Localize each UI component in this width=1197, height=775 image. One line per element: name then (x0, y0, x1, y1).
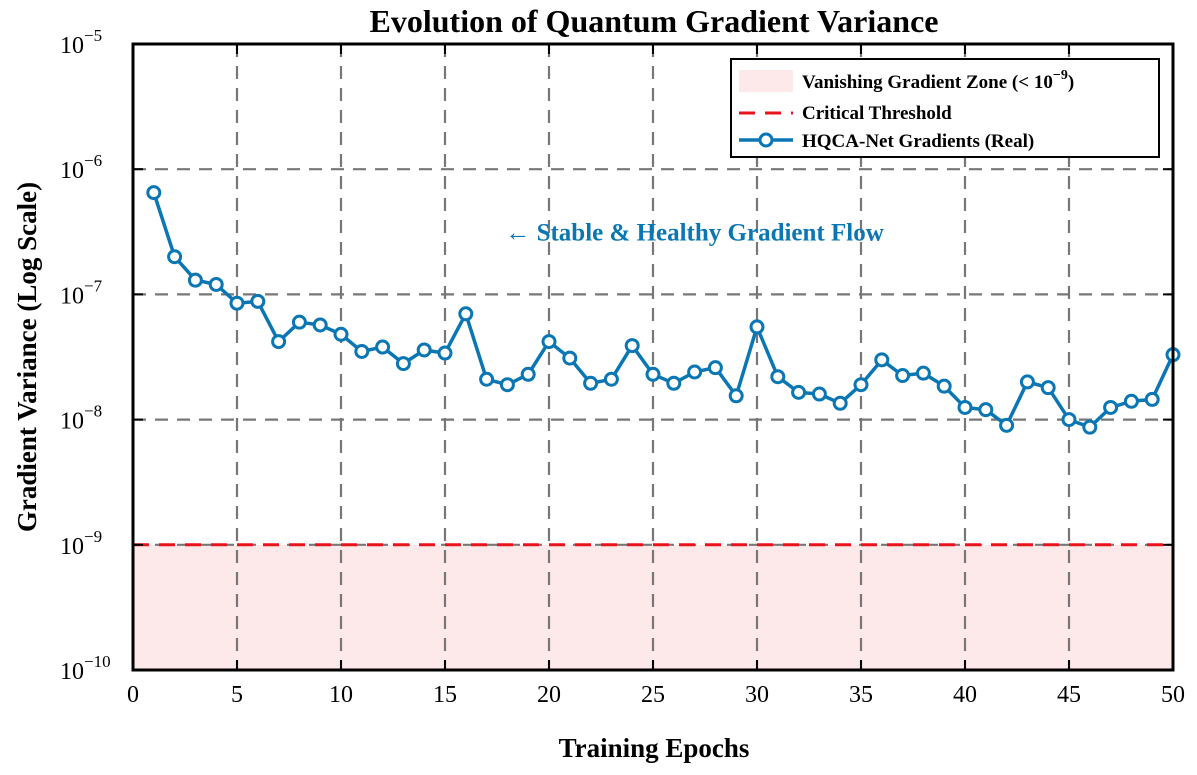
y-tick-label-5: 10−5 (60, 26, 102, 59)
data-point-18 (499, 377, 515, 393)
data-point-17 (479, 371, 495, 387)
data-point-9 (312, 317, 328, 333)
legend-threshold-label: Critical Threshold (802, 103, 952, 124)
data-point-15 (437, 345, 453, 361)
data-point-10 (333, 326, 349, 342)
data-point-1 (146, 185, 162, 201)
data-point-25 (645, 366, 661, 382)
data-point-42 (999, 417, 1015, 433)
data-point-14 (416, 342, 432, 358)
x-tick-label-25: 25 (641, 682, 665, 708)
legend-series-marker (758, 132, 774, 148)
data-point-47 (1103, 399, 1119, 415)
y-tick-label-4: 10−6 (60, 151, 102, 184)
x-tick-label-40: 40 (953, 682, 977, 708)
data-point-4 (208, 276, 224, 292)
data-point-43 (1019, 374, 1035, 390)
data-point-29 (728, 388, 744, 404)
x-tick-label-20: 20 (537, 682, 561, 708)
data-point-44 (1040, 380, 1056, 396)
y-tick-label-0: 10−10 (60, 652, 111, 685)
data-point-8 (291, 314, 307, 330)
data-point-24 (624, 338, 640, 354)
data-point-5 (229, 295, 245, 311)
data-point-19 (520, 366, 536, 382)
data-point-2 (167, 249, 183, 265)
data-point-37 (895, 368, 911, 384)
x-tick-label-30: 30 (745, 682, 769, 708)
x-tick-label-45: 45 (1057, 682, 1081, 708)
x-tick-label-35: 35 (849, 682, 873, 708)
x-tick-label-10: 10 (329, 682, 353, 708)
legend: Vanishing Gradient Zone (< 10−9) Critica… (730, 58, 1160, 158)
x-tick-label-0: 0 (127, 682, 139, 708)
annotation-stable-flow: ← Stable & Healthy Gradient Flow (505, 219, 883, 246)
legend-box (730, 58, 1160, 158)
legend-series-label: HQCA-Net Gradients (Real) (802, 131, 1034, 152)
data-point-22 (583, 375, 599, 391)
data-point-41 (978, 402, 994, 418)
x-tick-label-50: 50 (1161, 682, 1185, 708)
data-point-13 (395, 356, 411, 372)
data-point-28 (707, 360, 723, 376)
data-point-46 (1082, 419, 1098, 435)
data-point-7 (271, 334, 287, 350)
y-tick-label-1: 10−9 (60, 527, 102, 560)
data-point-23 (603, 371, 619, 387)
data-point-26 (666, 375, 682, 391)
data-point-11 (354, 343, 370, 359)
data-point-3 (187, 272, 203, 288)
data-point-21 (562, 350, 578, 366)
data-point-31 (770, 369, 786, 385)
data-point-38 (915, 365, 931, 381)
data-point-33 (811, 386, 827, 402)
data-point-12 (375, 339, 391, 355)
data-point-20 (541, 334, 557, 350)
data-point-39 (936, 378, 952, 394)
x-tick-label-15: 15 (433, 682, 457, 708)
data-point-34 (832, 395, 848, 411)
legend-zone-label: Vanishing Gradient Zone (< 10−9) (802, 68, 1074, 93)
x-axis-label: Training Epochs (559, 733, 750, 763)
data-point-40 (957, 399, 973, 415)
y-axis-label: Gradient Variance (Log Scale) (12, 182, 42, 532)
data-point-30 (749, 319, 765, 335)
data-point-32 (791, 384, 807, 400)
y-tick-label-3: 10−7 (60, 276, 103, 309)
x-tick-label-5: 5 (231, 682, 243, 708)
legend-zone-swatch (739, 70, 793, 92)
data-point-45 (1061, 412, 1077, 428)
data-point-48 (1123, 393, 1139, 409)
y-tick-label-2: 10−8 (60, 402, 102, 435)
chart-title: Evolution of Quantum Gradient Variance (370, 3, 939, 39)
data-point-35 (853, 377, 869, 393)
data-point-36 (874, 352, 890, 368)
data-point-27 (687, 364, 703, 380)
data-point-6 (250, 293, 266, 309)
data-point-49 (1144, 391, 1160, 407)
data-point-16 (458, 306, 474, 322)
vanishing-zone (133, 544, 1173, 670)
